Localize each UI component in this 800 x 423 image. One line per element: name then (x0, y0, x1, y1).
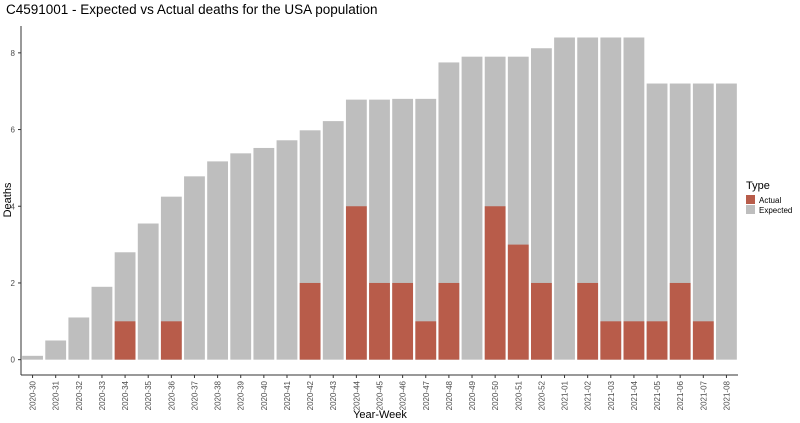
bar-expected-2020-52 (530, 48, 552, 360)
bar-expected-2021-03 (600, 37, 622, 360)
x-axis-title: Year-Week (353, 409, 407, 421)
bar-expected-2021-08 (716, 83, 737, 360)
bar-actual-2020-46 (392, 282, 414, 360)
bar-expected-2020-38 (207, 161, 229, 360)
bar-expected-2020-39 (230, 153, 252, 360)
bar-actual-2021-04 (623, 321, 645, 360)
bar-expected-2021-01 (554, 37, 575, 360)
bar-expected-2020-32 (68, 317, 90, 360)
bar-actual-2020-48 (438, 282, 460, 360)
bar-actual-2021-02 (577, 282, 599, 360)
x-tick-label-2021-08: 2021-08 (722, 380, 731, 410)
legend: Type Actual Expected (746, 180, 792, 215)
x-tick-label-2020-45: 2020-45 (376, 380, 385, 410)
bar-expected-2020-35 (137, 223, 159, 360)
y-tick-label-2: 2 (11, 279, 16, 288)
bar-actual-2021-07 (692, 321, 714, 360)
legend-label-actual: Actual (759, 196, 781, 205)
x-tick-label-2020-44: 2020-44 (352, 380, 361, 410)
bar-expected-2020-36 (160, 196, 182, 360)
x-tick-label-2020-37: 2020-37 (190, 380, 199, 410)
x-tick-label-2020-52: 2020-52 (537, 380, 546, 410)
x-tick-label-2020-43: 2020-43 (329, 380, 338, 410)
x-tick-label-2021-07: 2021-07 (699, 380, 708, 410)
bar-actual-2021-06 (669, 282, 691, 360)
bar-actual-2020-44 (345, 206, 367, 360)
bar-actual-2021-05 (646, 321, 668, 360)
x-tick-label-2021-01: 2021-01 (561, 380, 570, 410)
bar-expected-2021-04 (623, 37, 645, 360)
bar-actual-2020-34 (114, 321, 136, 360)
x-tick-label-2020-36: 2020-36 (167, 380, 176, 410)
x-tick-label-2020-35: 2020-35 (144, 380, 153, 410)
x-tick-label-2021-02: 2021-02 (584, 380, 593, 410)
x-tick-label-2020-47: 2020-47 (422, 380, 431, 410)
x-tick-label-2020-42: 2020-42 (306, 380, 315, 410)
y-tick-label-0: 0 (11, 356, 16, 365)
legend-swatch-actual (746, 195, 755, 204)
bar-actual-2021-03 (600, 321, 622, 360)
legend-title: Type (746, 180, 770, 192)
y-tick-label-4: 4 (11, 202, 16, 211)
bar-expected-2020-40 (253, 147, 275, 360)
x-tick-label-2020-31: 2020-31 (52, 380, 61, 410)
x-tick-label-2020-50: 2020-50 (491, 380, 500, 410)
x-axis: 2020-30 2020-31 2020-32 2020-33 2020-34 2020-… (29, 375, 731, 410)
x-tick-label-2020-30: 2020-30 (29, 380, 38, 410)
x-tick-label-2020-33: 2020-33 (98, 380, 107, 410)
x-tick-label-2020-38: 2020-38 (214, 380, 223, 410)
bar-expected-2020-47 (415, 98, 437, 360)
bar-actual-2020-42 (299, 282, 321, 360)
legend-swatch-expected (746, 205, 755, 214)
bar-expected-2021-02 (577, 37, 599, 360)
y-tick-label-6: 6 (11, 126, 16, 135)
bar-expected-2021-07 (692, 83, 714, 360)
bar-expected-2020-31 (45, 340, 67, 360)
x-tick-label-2020-32: 2020-32 (75, 380, 84, 410)
bar-actual-2020-52 (530, 282, 552, 360)
actual-bars (114, 206, 714, 360)
x-tick-label-2020-34: 2020-34 (121, 380, 130, 410)
legend-label-expected: Expected (759, 206, 792, 215)
x-tick-label-2020-46: 2020-46 (399, 380, 408, 410)
x-tick-label-2020-51: 2020-51 (514, 380, 523, 410)
y-axis: 0 2 4 6 8 (11, 49, 21, 365)
x-tick-label-2020-39: 2020-39 (237, 380, 246, 410)
y-tick-label-8: 8 (11, 49, 16, 58)
bar-actual-2020-51 (507, 244, 529, 360)
bar-actual-2020-36 (160, 321, 182, 360)
bar-actual-2020-45 (369, 282, 390, 360)
bar-expected-2020-49 (461, 56, 483, 360)
bar-actual-2020-50 (484, 206, 506, 360)
bar-expected-2021-05 (646, 83, 668, 360)
bar-expected-2020-37 (184, 176, 205, 360)
x-tick-label-2021-03: 2021-03 (607, 380, 616, 410)
y-axis-title: Deaths (2, 182, 14, 217)
x-tick-label-2021-05: 2021-05 (653, 380, 662, 410)
bar-expected-2020-30 (22, 355, 43, 360)
bar-actual-2020-47 (415, 321, 437, 360)
x-tick-label-2021-04: 2021-04 (630, 380, 639, 410)
bar-expected-2020-33 (91, 286, 113, 360)
chart-title: C4591001 - Expected vs Actual deaths for… (6, 2, 378, 17)
bar-expected-2020-43 (322, 121, 344, 360)
bar-expected-2020-41 (276, 140, 298, 360)
x-tick-label-2020-49: 2020-49 (468, 380, 477, 410)
x-tick-label-2020-48: 2020-48 (445, 380, 454, 410)
x-tick-label-2020-40: 2020-40 (260, 380, 269, 410)
x-tick-label-2021-06: 2021-06 (676, 380, 685, 410)
x-tick-label-2020-41: 2020-41 (283, 380, 292, 410)
